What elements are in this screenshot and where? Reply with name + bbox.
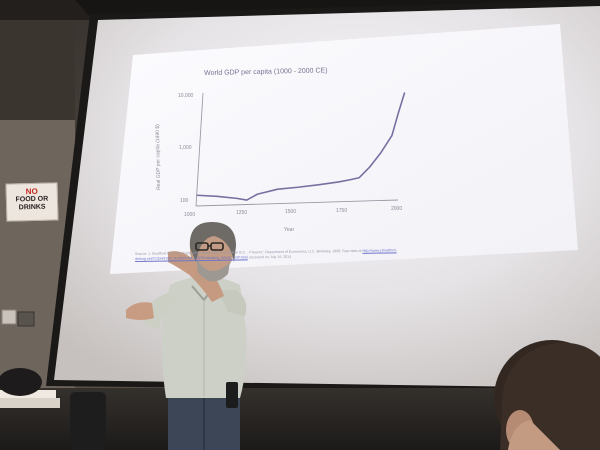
x-tick-label: 1250 <box>236 210 248 216</box>
y-tick-label: 10,000 <box>178 93 194 99</box>
backpack <box>0 368 42 396</box>
series-line <box>196 92 406 201</box>
y-tick-label: 100 <box>180 198 189 204</box>
gdp-chart <box>195 92 406 207</box>
slide-area <box>110 24 578 274</box>
no-food-sign: NO FOOD OR DRINKS <box>5 182 59 222</box>
x-axis-label: Year <box>284 227 295 233</box>
x-tick-label: 1000 <box>184 212 196 218</box>
chair <box>70 392 106 450</box>
x-axis-line <box>195 199 399 207</box>
y-axis-label: Real GDP per capita (1990 $) <box>154 124 162 190</box>
desk <box>0 398 60 408</box>
y-tick-label: 1,000 <box>179 145 192 151</box>
wall-outlet <box>1 309 17 325</box>
x-tick-label: 1500 <box>285 209 297 215</box>
y-axis-line <box>195 92 204 207</box>
audience-member-head <box>494 340 600 450</box>
wall-outlet <box>17 311 35 327</box>
caption-tail: accessed on July 19, 2014 <box>248 254 292 260</box>
x-tick-label: 2000 <box>391 206 403 212</box>
presenter <box>126 222 247 450</box>
x-tick-label: 1750 <box>336 208 348 214</box>
sign-line-3: DRINKS <box>18 203 46 212</box>
